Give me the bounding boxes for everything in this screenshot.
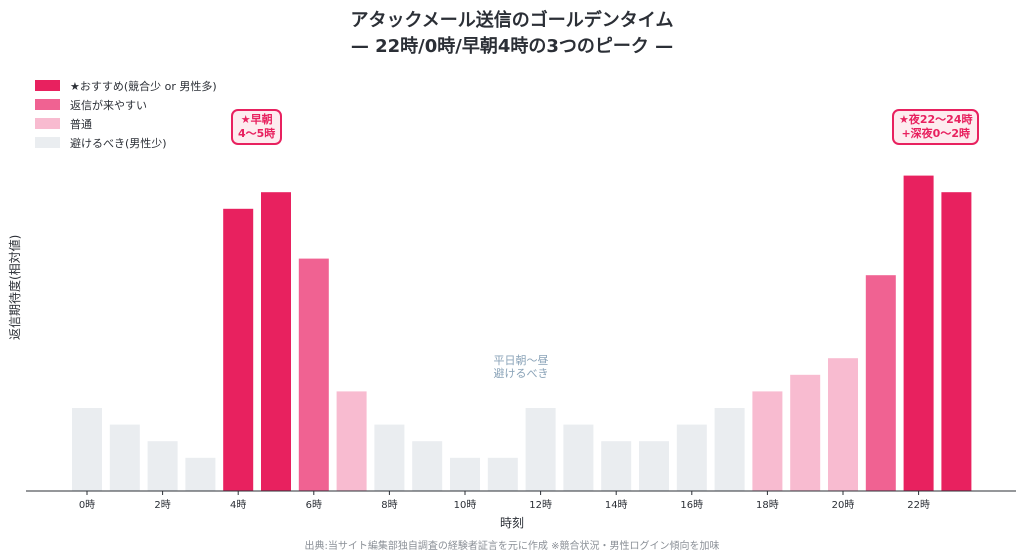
bar-5時 — [261, 192, 291, 491]
bar-10時 — [450, 457, 480, 491]
bar-9時 — [412, 441, 443, 491]
legend-item-recommended: ★おすすめ(競合少 or 男性多) — [35, 76, 217, 95]
legend-label-avoid: 避けるべき(男性少) — [70, 136, 167, 150]
bar-19時 — [790, 374, 821, 491]
chart-title: アタックメール送信のゴールデンタイム — [350, 10, 674, 31]
callout-early-morning: ★早朝 4〜5時 — [231, 109, 283, 145]
bar-4時 — [223, 208, 254, 492]
bar-21時 — [865, 275, 896, 491]
legend-label-easy: 返信が来やすい — [70, 98, 147, 112]
x-tick-label: 4時 — [230, 499, 246, 511]
x-tick-label: 12時 — [529, 499, 552, 511]
legend-item-easy: 返信が来やすい — [35, 95, 217, 114]
bar-15時 — [639, 441, 669, 491]
bar-7時 — [336, 391, 367, 491]
bar-20時 — [828, 358, 858, 491]
bar-1時 — [109, 424, 140, 491]
x-axis-label: 時刻 — [499, 516, 524, 530]
bar-12時 — [525, 408, 556, 491]
bar-16時 — [676, 424, 707, 491]
legend-swatch-recommended — [35, 80, 60, 91]
bar-14時 — [601, 441, 632, 491]
legend-label-normal: 普通 — [70, 117, 92, 131]
x-tick-label: 22時 — [907, 499, 930, 511]
source-note: 出典:当サイト編集部独自調査の経験者証言を元に作成 ※競合状況・男性ログイン傾向… — [304, 541, 720, 552]
legend-label-recommended: ★おすすめ(競合少 or 男性多) — [70, 79, 217, 93]
callout-night: ★夜22〜24時 +深夜0〜2時 — [892, 109, 980, 145]
bar-6時 — [298, 258, 329, 491]
y-axis-label: 返信期待度(相対値) — [8, 234, 22, 340]
bar-23時 — [941, 192, 972, 491]
legend-swatch-normal — [35, 118, 60, 129]
bar-0時 — [72, 408, 102, 491]
weekday-avoid-note: 平日朝〜昼 避けるべき — [493, 354, 549, 380]
x-tick-label: 6時 — [306, 499, 322, 511]
bar-8時 — [374, 424, 405, 491]
legend-item-normal: 普通 — [35, 114, 217, 133]
x-tick-label: 10時 — [454, 499, 477, 511]
x-tick-label: 16時 — [680, 499, 703, 511]
x-tick-label: 14時 — [605, 499, 628, 511]
bar-2時 — [147, 441, 178, 491]
bar-11時 — [487, 457, 518, 491]
bar-17時 — [714, 408, 745, 491]
x-tick-label: 20時 — [832, 499, 855, 511]
legend-swatch-avoid — [35, 137, 60, 148]
bar-3時 — [185, 457, 216, 491]
bar-22時 — [903, 175, 934, 491]
legend: ★おすすめ(競合少 or 男性多) 返信が来やすい 普通 避けるべき(男性少) — [35, 76, 217, 152]
chart-subtitle: — 22時/0時/早朝4時の3つのピーク — — [350, 36, 674, 57]
x-tick-label: 8時 — [381, 499, 397, 511]
legend-swatch-easy — [35, 99, 60, 110]
x-tick-label: 0時 — [79, 499, 95, 511]
x-tick-label: 18時 — [756, 499, 779, 511]
x-tick-label: 2時 — [154, 499, 170, 511]
bar-13時 — [563, 424, 594, 491]
bar-18時 — [752, 391, 783, 491]
legend-item-avoid: 避けるべき(男性少) — [35, 133, 217, 152]
